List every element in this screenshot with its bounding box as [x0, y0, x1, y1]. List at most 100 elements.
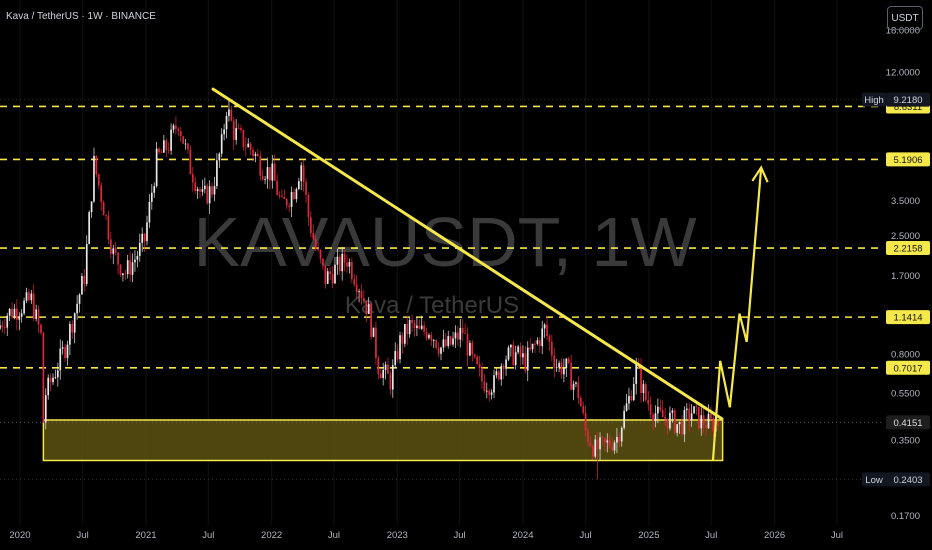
candle-body — [507, 347, 510, 360]
currency-button[interactable]: USDT — [887, 6, 923, 30]
candle-body — [78, 294, 81, 304]
low-price-tag-value: 0.2403 — [893, 475, 922, 486]
watermark-name: Kava / TetherUS — [345, 292, 519, 319]
candle — [469, 340, 471, 357]
candle-body — [76, 303, 78, 314]
candle — [620, 426, 623, 447]
candle — [529, 338, 532, 352]
candle-body — [129, 260, 131, 275]
candle — [278, 191, 281, 199]
candle — [81, 273, 83, 295]
candle-body — [167, 149, 170, 151]
candle — [570, 354, 572, 391]
candle — [61, 340, 64, 355]
candle-body — [551, 341, 553, 356]
candle — [524, 345, 527, 374]
candle — [146, 215, 148, 246]
candle-body — [285, 199, 288, 206]
candle — [671, 408, 674, 423]
candle — [644, 381, 647, 403]
candle-body — [6, 315, 9, 328]
candle — [391, 359, 394, 398]
candle-body — [102, 202, 105, 216]
candle — [66, 340, 69, 366]
candle — [56, 362, 59, 387]
candle-body — [459, 327, 462, 340]
candle — [440, 346, 442, 361]
candle — [300, 162, 303, 191]
candle — [430, 332, 433, 346]
candle-body — [584, 412, 587, 431]
candle-body — [437, 347, 440, 354]
candle — [150, 183, 153, 210]
candle — [563, 358, 565, 383]
candle-body — [42, 332, 45, 423]
candle — [326, 268, 329, 285]
candle-body — [326, 271, 329, 284]
candle — [165, 138, 168, 157]
candle — [358, 288, 360, 303]
candle-body — [664, 417, 666, 419]
candle — [488, 388, 491, 402]
candle-body — [560, 363, 563, 375]
candle — [546, 316, 548, 341]
candle — [189, 145, 192, 175]
candle-body — [146, 222, 148, 242]
candle — [688, 402, 691, 432]
candle — [317, 241, 319, 253]
candle — [355, 274, 358, 299]
candle-body — [478, 364, 481, 369]
candle-body — [30, 293, 33, 301]
candle-body — [536, 340, 539, 344]
candle-body — [336, 256, 339, 265]
candle — [78, 293, 81, 313]
candle — [83, 268, 86, 292]
candle-body — [471, 342, 474, 355]
candle-body — [307, 194, 310, 218]
candle — [112, 244, 115, 264]
candle-body — [18, 316, 21, 320]
candle-body — [447, 336, 450, 346]
candle — [676, 424, 679, 437]
candle — [126, 254, 129, 279]
candle-body — [206, 185, 209, 204]
candle — [240, 124, 242, 133]
candle — [85, 235, 88, 287]
x-axis-tick-label: Jul — [328, 530, 340, 541]
candle-body — [252, 149, 254, 156]
candle-body — [266, 167, 269, 180]
candle-body — [404, 324, 406, 344]
candle-body — [524, 353, 527, 371]
candle-body — [613, 442, 616, 451]
candle-body — [134, 259, 136, 263]
x-axis-tick-label: 2020 — [9, 530, 30, 541]
candle — [416, 317, 418, 337]
candle — [155, 141, 158, 188]
candle — [449, 335, 452, 346]
candle-body — [522, 353, 524, 358]
candle-body — [220, 134, 223, 154]
candle-body — [382, 369, 385, 378]
candle — [336, 248, 339, 275]
candle — [495, 367, 498, 379]
current-price-tag-bg — [886, 415, 930, 430]
candle-body — [483, 381, 486, 392]
level-price-tag-bg — [886, 241, 930, 256]
candle — [604, 437, 606, 453]
candle-body — [372, 327, 375, 337]
candle — [261, 169, 264, 181]
candle-body — [657, 406, 659, 414]
candle — [565, 358, 568, 378]
candle — [363, 289, 365, 302]
candle — [232, 116, 235, 150]
candle — [717, 420, 719, 431]
candle — [3, 318, 6, 334]
low-price-tag-label: Low — [865, 475, 883, 486]
candle — [343, 249, 346, 272]
candle — [425, 327, 428, 341]
candle — [322, 257, 324, 270]
candle — [553, 347, 556, 378]
candle — [237, 123, 240, 129]
candle — [608, 435, 611, 449]
